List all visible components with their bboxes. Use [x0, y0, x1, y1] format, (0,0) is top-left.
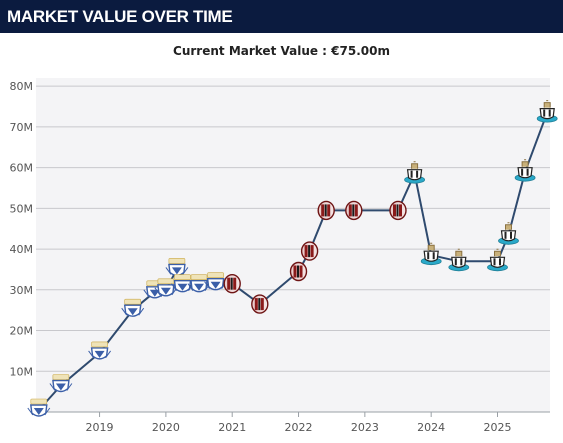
brescia-icon[interactable]: [121, 298, 145, 317]
newcastle-icon[interactable]: [498, 222, 519, 245]
brescia-icon[interactable]: [27, 398, 51, 417]
ac-milan-icon[interactable]: [389, 200, 407, 221]
y-tick-label: 70M: [10, 121, 34, 134]
x-tick-label: 2021: [218, 421, 246, 434]
x-axis-ticks: 2019 2020 2021 2022 2023 2024 2025: [86, 412, 511, 434]
x-tick-label: 2020: [152, 421, 180, 434]
x-tick-label: 2025: [483, 421, 511, 434]
section-header: MARKET VALUE OVER TIME: [0, 0, 563, 33]
x-tick-label: 2024: [417, 421, 445, 434]
ac-milan-icon[interactable]: [251, 294, 269, 314]
plot-area: [36, 78, 550, 412]
y-tick-label: 20M: [10, 325, 34, 338]
y-tick-label: 60M: [10, 162, 34, 175]
y-tick-label: 50M: [10, 202, 34, 215]
data-markers: [27, 100, 558, 417]
newcastle-icon[interactable]: [514, 159, 536, 182]
ac-milan-icon[interactable]: [300, 241, 319, 261]
ac-milan-icon[interactable]: [289, 261, 308, 282]
newcastle-icon[interactable]: [404, 161, 426, 184]
newcastle-icon[interactable]: [487, 248, 508, 272]
y-axis-ticks: 10M 20M 30M 40M 50M 60M 70M 80M: [10, 80, 34, 378]
newcastle-icon[interactable]: [420, 242, 442, 266]
ac-milan-icon[interactable]: [317, 200, 335, 221]
ac-milan-icon[interactable]: [345, 200, 363, 221]
grid-lines: [36, 85, 550, 372]
brescia-icon[interactable]: [88, 341, 112, 360]
x-tick-label: 2023: [351, 421, 379, 434]
brescia-icon[interactable]: [165, 258, 189, 277]
newcastle-icon[interactable]: [536, 100, 558, 123]
y-tick-label: 30M: [10, 284, 34, 297]
brescia-icon[interactable]: [49, 374, 73, 393]
y-tick-label: 40M: [10, 243, 34, 256]
newcastle-icon[interactable]: [448, 248, 470, 272]
ac-milan-icon[interactable]: [223, 274, 241, 294]
x-tick-label: 2019: [86, 421, 114, 434]
y-tick-label: 80M: [10, 80, 34, 93]
current-market-value: Current Market Value : €75.00m: [173, 44, 390, 58]
x-tick-label: 2022: [285, 421, 313, 434]
y-tick-label: 10M: [10, 365, 34, 378]
section-title: MARKET VALUE OVER TIME: [7, 7, 233, 26]
